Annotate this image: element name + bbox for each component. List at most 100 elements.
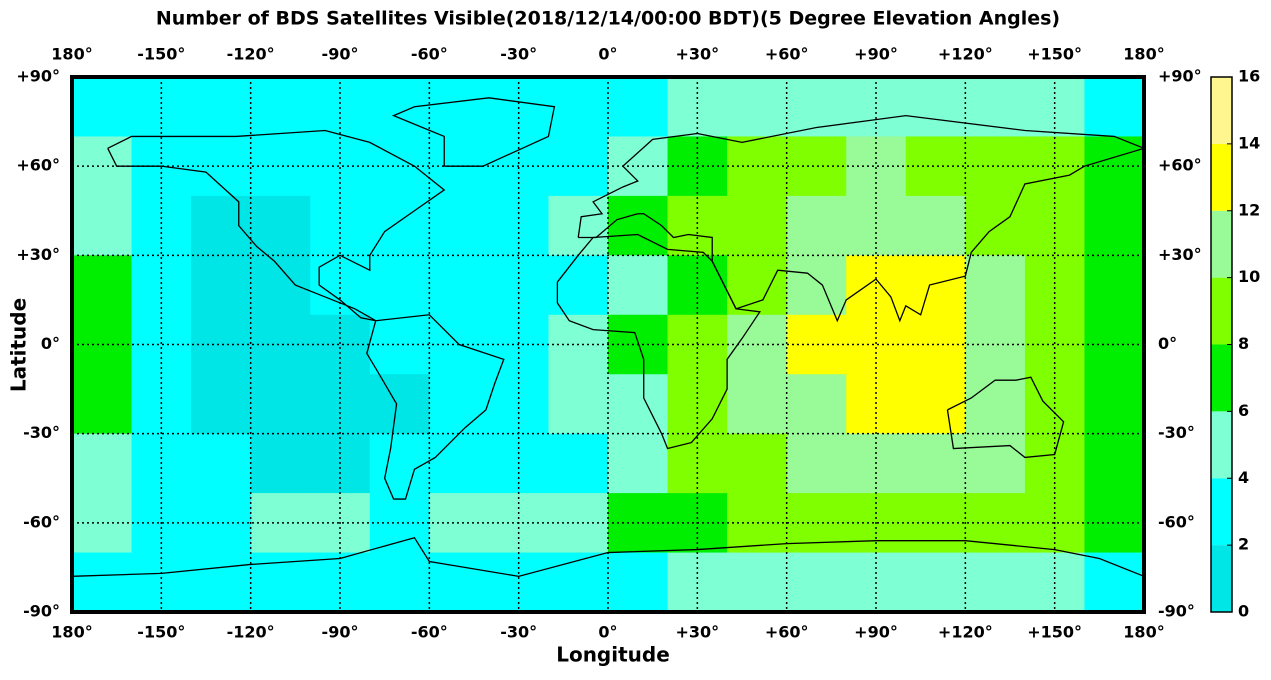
- chart-title: Number of BDS Satellites Visible(2018/12…: [156, 8, 1060, 30]
- heat-cell: [1084, 433, 1145, 494]
- y-tick-label: 0°: [41, 334, 60, 353]
- heat-cell: [369, 433, 430, 494]
- heat-cell: [667, 77, 728, 137]
- heat-cell: [369, 493, 430, 554]
- heat-cell: [846, 374, 907, 435]
- heat-cell: [131, 195, 192, 256]
- colorbar-bin: [1211, 344, 1232, 412]
- colorbar-bin: [1211, 411, 1232, 479]
- x-axis-label: Longitude: [556, 643, 670, 667]
- x-tick-label: +60°: [765, 623, 809, 642]
- heat-cell: [608, 374, 669, 435]
- heat-cell: [548, 552, 609, 613]
- heat-cell: [429, 77, 490, 137]
- heat-cell: [191, 77, 252, 137]
- heat-cell: [369, 195, 430, 256]
- heat-cell: [429, 433, 490, 494]
- heat-cell: [1084, 314, 1145, 375]
- heat-cell: [905, 374, 966, 435]
- heat-cell: [905, 493, 966, 554]
- heat-cell: [191, 433, 252, 494]
- x-tick-label: -120°: [227, 623, 275, 642]
- heat-cell: [191, 314, 252, 375]
- coastline: [556, 233, 761, 450]
- heat-cell: [548, 77, 609, 137]
- y-tick-label: +90°: [1158, 67, 1202, 86]
- x-tick-label: 180°: [51, 623, 92, 642]
- coastline: [107, 129, 446, 322]
- x-tick-label: -60°: [411, 45, 448, 64]
- heat-cell: [667, 195, 728, 256]
- x-tick-label: +120°: [938, 623, 993, 642]
- heat-cell: [191, 255, 252, 316]
- heat-cell: [429, 493, 490, 554]
- heat-cell: [965, 77, 1026, 137]
- y-tick-label: -30°: [1158, 423, 1195, 442]
- y-tick-label: -90°: [1158, 602, 1195, 621]
- coastline: [577, 114, 1146, 323]
- heat-cell: [965, 195, 1026, 256]
- heat-cell: [786, 433, 847, 494]
- heat-cell: [1084, 255, 1145, 316]
- heat-cell: [905, 255, 966, 316]
- heat-cell: [72, 195, 133, 256]
- heat-cell: [1084, 136, 1145, 197]
- y-tick-label: +90°: [16, 67, 60, 86]
- colorbar-tick-label: 16: [1238, 67, 1260, 86]
- heat-cell: [250, 493, 311, 554]
- heat-cell: [608, 433, 669, 494]
- colorbar-bin: [1211, 210, 1232, 278]
- heat-cell: [608, 195, 669, 256]
- x-tick-label: -60°: [411, 623, 448, 642]
- heat-cell: [250, 374, 311, 435]
- y-tick-label: +60°: [1158, 156, 1202, 175]
- heat-cell: [191, 374, 252, 435]
- heat-cell: [310, 374, 371, 435]
- heat-cell: [727, 433, 788, 494]
- heat-cell: [131, 314, 192, 375]
- x-tick-label: -30°: [500, 45, 537, 64]
- heat-cell: [846, 195, 907, 256]
- heat-cell: [846, 77, 907, 137]
- heat-cell: [429, 195, 490, 256]
- heat-cell: [727, 77, 788, 137]
- colorbar-bin: [1211, 77, 1232, 144]
- heat-cell: [548, 374, 609, 435]
- heat-cell: [905, 136, 966, 197]
- heat-cell: [548, 195, 609, 256]
- plot-frame: [70, 75, 1146, 614]
- x-tick-label: +60°: [765, 45, 809, 64]
- colorbar-tick-label: 8: [1238, 334, 1249, 353]
- heat-cell: [369, 314, 430, 375]
- heat-cell: [250, 255, 311, 316]
- heat-cell: [786, 195, 847, 256]
- heat-cell: [786, 552, 847, 613]
- heat-cell: [965, 374, 1026, 435]
- heat-cell: [846, 255, 907, 316]
- heat-cell: [905, 77, 966, 137]
- heat-cell: [191, 195, 252, 256]
- heat-cell: [905, 552, 966, 613]
- colorbar-tick-label: 10: [1238, 267, 1260, 286]
- colorbar-bin: [1211, 143, 1232, 211]
- heat-cell: [965, 314, 1026, 375]
- heat-cell: [310, 136, 371, 197]
- heat-cell: [250, 136, 311, 197]
- x-tick-label: -90°: [322, 45, 359, 64]
- heat-cell: [608, 552, 669, 613]
- x-tick-label: +150°: [1027, 623, 1082, 642]
- heat-cell: [310, 77, 371, 137]
- heat-cell: [250, 433, 311, 494]
- heat-cell: [1024, 314, 1085, 375]
- x-tick-label: 0°: [598, 623, 617, 642]
- heat-cell: [786, 255, 847, 316]
- heat-cell: [429, 374, 490, 435]
- heat-cell: [72, 255, 133, 316]
- heat-cell: [548, 433, 609, 494]
- coastline: [391, 97, 556, 167]
- heat-cell: [191, 493, 252, 554]
- heat-cell: [369, 374, 430, 435]
- heat-cell: [369, 255, 430, 316]
- heat-cell: [131, 374, 192, 435]
- x-tick-label: 180°: [1123, 45, 1164, 64]
